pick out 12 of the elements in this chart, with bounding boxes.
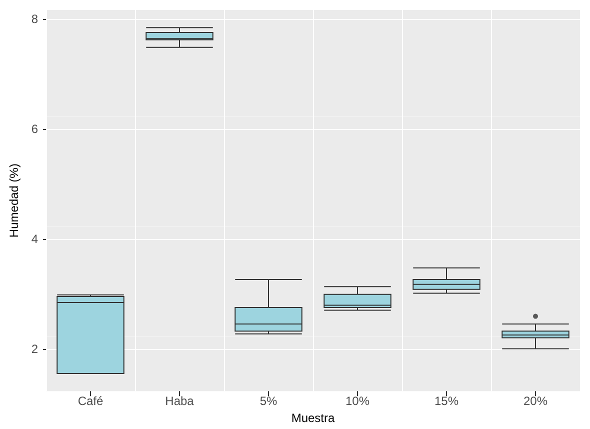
x-axis-title: Muestra (291, 411, 335, 425)
y-axis-title: Humedad (%) (7, 164, 21, 238)
y-tick-label: 6 (31, 122, 38, 136)
x-tick-label: 5% (260, 394, 278, 408)
x-tick-label: 20% (523, 394, 548, 408)
y-tick-label: 2 (31, 342, 38, 356)
x-tick-label: 15% (434, 394, 459, 408)
x-tick-label: 10% (345, 394, 370, 408)
y-tick-label: 4 (31, 232, 38, 246)
y-tick-label: 8 (31, 12, 38, 26)
x-tick-label: Café (78, 394, 104, 408)
x-tick-label: Haba (165, 394, 194, 408)
